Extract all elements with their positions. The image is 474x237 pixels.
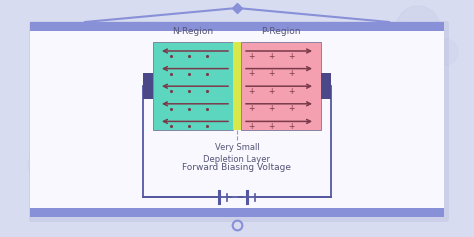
Bar [30,208,444,217]
Circle shape [432,39,458,65]
Bar [30,22,444,31]
Text: +: + [288,51,294,60]
Text: +: + [268,51,274,60]
Text: +: + [288,69,294,78]
FancyBboxPatch shape [29,21,449,222]
Text: +: + [248,104,254,113]
Text: N-Region: N-Region [173,27,214,36]
Bar [143,73,153,99]
Circle shape [28,153,52,177]
Bar [42,160,57,167]
Text: P-Region: P-Region [261,27,301,36]
Text: +: + [288,87,294,96]
Bar [30,22,444,217]
Bar [233,42,241,130]
Text: +: + [268,69,274,78]
Text: +: + [248,87,254,96]
Text: +: + [288,104,294,113]
Bar [382,152,397,159]
Text: +: + [248,122,254,131]
Bar [241,42,321,130]
Bar [321,73,331,99]
Circle shape [396,6,440,50]
Circle shape [32,128,76,172]
Bar [382,141,404,148]
Text: +: + [268,122,274,131]
Text: +: + [248,51,254,60]
Bar [382,130,412,137]
Text: +: + [248,69,254,78]
Text: +: + [288,122,294,131]
Bar [153,42,233,130]
Text: Forward Biasing Voltage: Forward Biasing Voltage [182,164,292,173]
Text: Very Small
Depletion Layer: Very Small Depletion Layer [203,143,271,164]
Bar [42,149,64,156]
Text: +: + [268,87,274,96]
Bar [42,138,72,145]
Text: +: + [268,104,274,113]
